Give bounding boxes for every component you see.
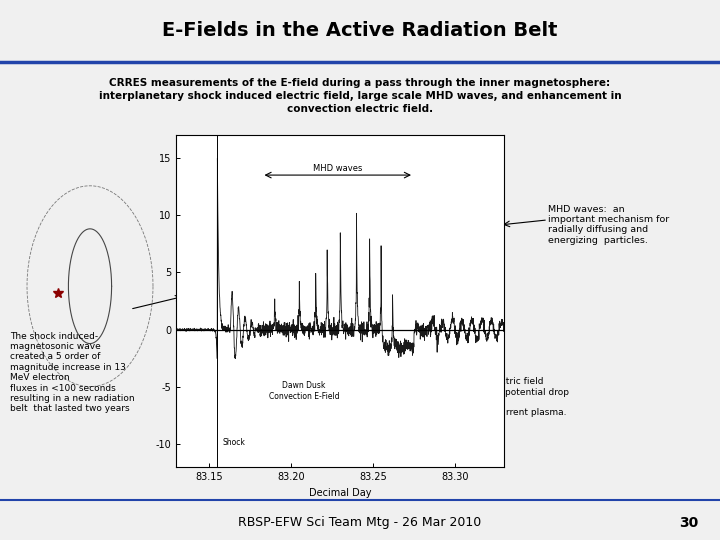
Text: 30: 30 bbox=[679, 516, 698, 530]
Text: convection electric field.: convection electric field. bbox=[287, 104, 433, 114]
Text: Shock: Shock bbox=[222, 438, 245, 448]
Text: CRRES measurements of the E-field during a pass through the inner magnetosphere:: CRRES measurements of the E-field during… bbox=[109, 78, 611, 87]
Text: The large scale electric field
produced a ~70 kV potential drop
between L=2 & L-: The large scale electric field produced … bbox=[415, 377, 569, 428]
Text: E-Fields in the Active Radiation Belt: E-Fields in the Active Radiation Belt bbox=[162, 21, 558, 40]
Text: interplanetary shock induced electric field, large scale MHD waves, and enhancem: interplanetary shock induced electric fi… bbox=[99, 91, 621, 101]
Text: MHD waves:  an
important mechanism for
radially diffusing and
energizing  partic: MHD waves: an important mechanism for ra… bbox=[548, 205, 670, 245]
Text: RBSP-EFW Sci Team Mtg - 26 Mar 2010: RBSP-EFW Sci Team Mtg - 26 Mar 2010 bbox=[238, 516, 482, 529]
Text: The shock induced-
magnetosonic wave
created a 5 order of
magnitude increase in : The shock induced- magnetosonic wave cre… bbox=[10, 332, 135, 414]
Text: MHD waves: MHD waves bbox=[313, 164, 362, 173]
X-axis label: Decimal Day: Decimal Day bbox=[309, 488, 372, 497]
Text: Dawn Dusk
Convection E-Field: Dawn Dusk Convection E-Field bbox=[269, 381, 339, 401]
